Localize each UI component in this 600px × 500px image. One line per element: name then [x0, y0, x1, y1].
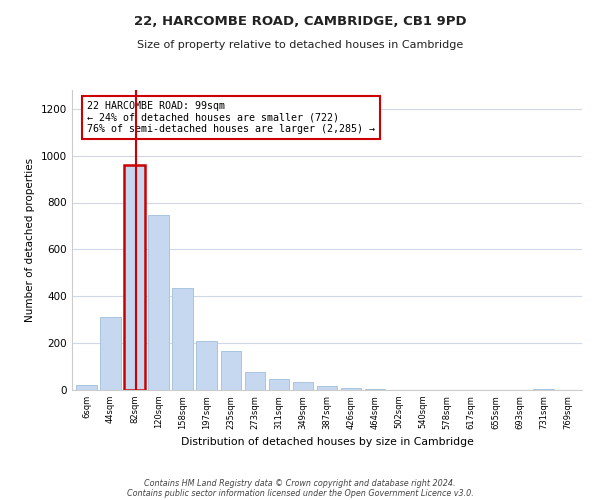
Bar: [533, 389, 554, 390]
Text: Contains HM Land Registry data © Crown copyright and database right 2024.: Contains HM Land Registry data © Crown c…: [144, 478, 456, 488]
Bar: [196, 341, 217, 390]
Y-axis label: Number of detached properties: Number of detached properties: [25, 158, 35, 322]
Bar: [148, 216, 169, 390]
Text: 22, HARCOMBE ROAD, CAMBRIDGE, CB1 9PD: 22, HARCOMBE ROAD, CAMBRIDGE, CB1 9PD: [134, 15, 466, 28]
Bar: [293, 382, 313, 390]
Bar: [245, 372, 265, 390]
Text: 22 HARCOMBE ROAD: 99sqm
← 24% of detached houses are smaller (722)
76% of semi-d: 22 HARCOMBE ROAD: 99sqm ← 24% of detache…: [86, 100, 374, 134]
Text: Contains public sector information licensed under the Open Government Licence v3: Contains public sector information licen…: [127, 488, 473, 498]
Bar: [172, 288, 193, 390]
Bar: [269, 379, 289, 390]
X-axis label: Distribution of detached houses by size in Cambridge: Distribution of detached houses by size …: [181, 437, 473, 447]
Bar: [100, 318, 121, 390]
Bar: [221, 352, 241, 390]
Bar: [76, 386, 97, 390]
Bar: [317, 386, 337, 390]
Text: Size of property relative to detached houses in Cambridge: Size of property relative to detached ho…: [137, 40, 463, 50]
Bar: [124, 165, 145, 390]
Bar: [341, 388, 361, 390]
